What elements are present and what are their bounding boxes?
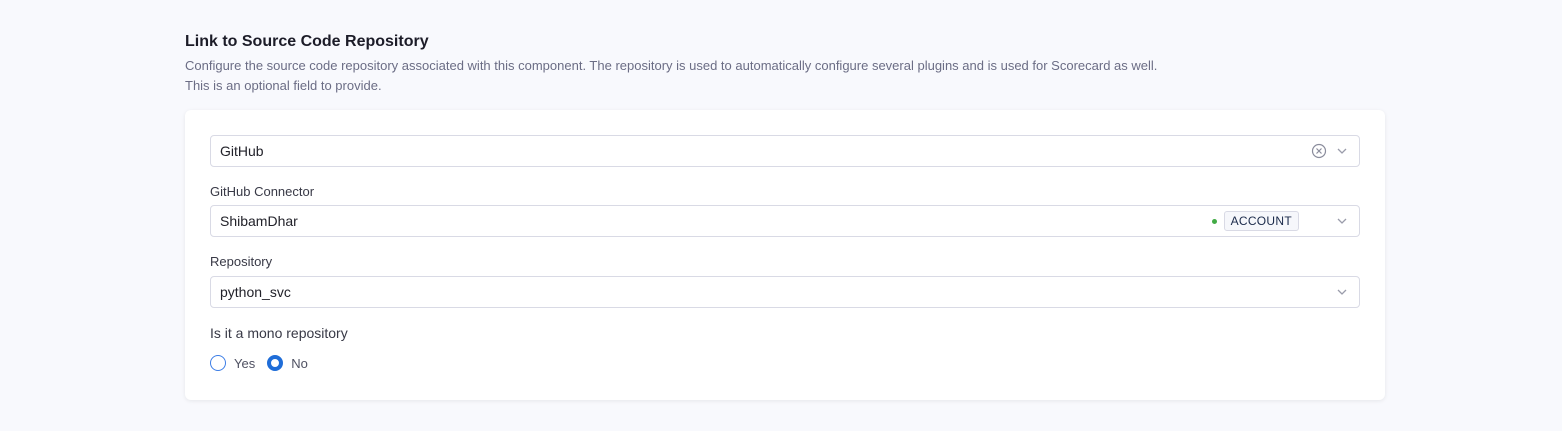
repository-value: python_svc [220,284,291,300]
repository-label: Repository [210,254,273,269]
mono-repo-radio-group: Yes No [210,355,308,371]
chevron-down-icon[interactable] [1335,214,1349,228]
provider-select[interactable]: GitHub [210,135,1360,167]
description-line: This is an optional field to provide. [185,78,382,93]
radio-no[interactable] [267,355,284,371]
repository-form-card: GitHub GitHub Connector ShibamDhar ACCOU… [185,110,1385,400]
radio-yes[interactable] [210,355,226,371]
connector-label: GitHub Connector [210,184,315,199]
radio-no-label[interactable]: No [291,355,308,371]
connector-select[interactable]: ShibamDhar ACCOUNT [210,205,1360,237]
radio-yes-label[interactable]: Yes [234,355,256,371]
description-line: Configure the source code repository ass… [185,58,1158,73]
chevron-down-icon[interactable] [1335,144,1349,158]
clear-icon[interactable] [1311,143,1327,159]
repository-select[interactable]: python_svc [210,276,1360,308]
scope-badge: ACCOUNT [1223,211,1299,231]
description: Configure the source code repository ass… [185,56,1157,96]
mono-repo-label: Is it a mono repository [210,325,348,341]
status-dot [1212,219,1217,224]
page-title: Link to Source Code Repository [185,33,429,50]
connector-value: ShibamDhar [220,213,298,229]
chevron-down-icon[interactable] [1335,285,1349,299]
provider-value: GitHub [220,143,264,159]
